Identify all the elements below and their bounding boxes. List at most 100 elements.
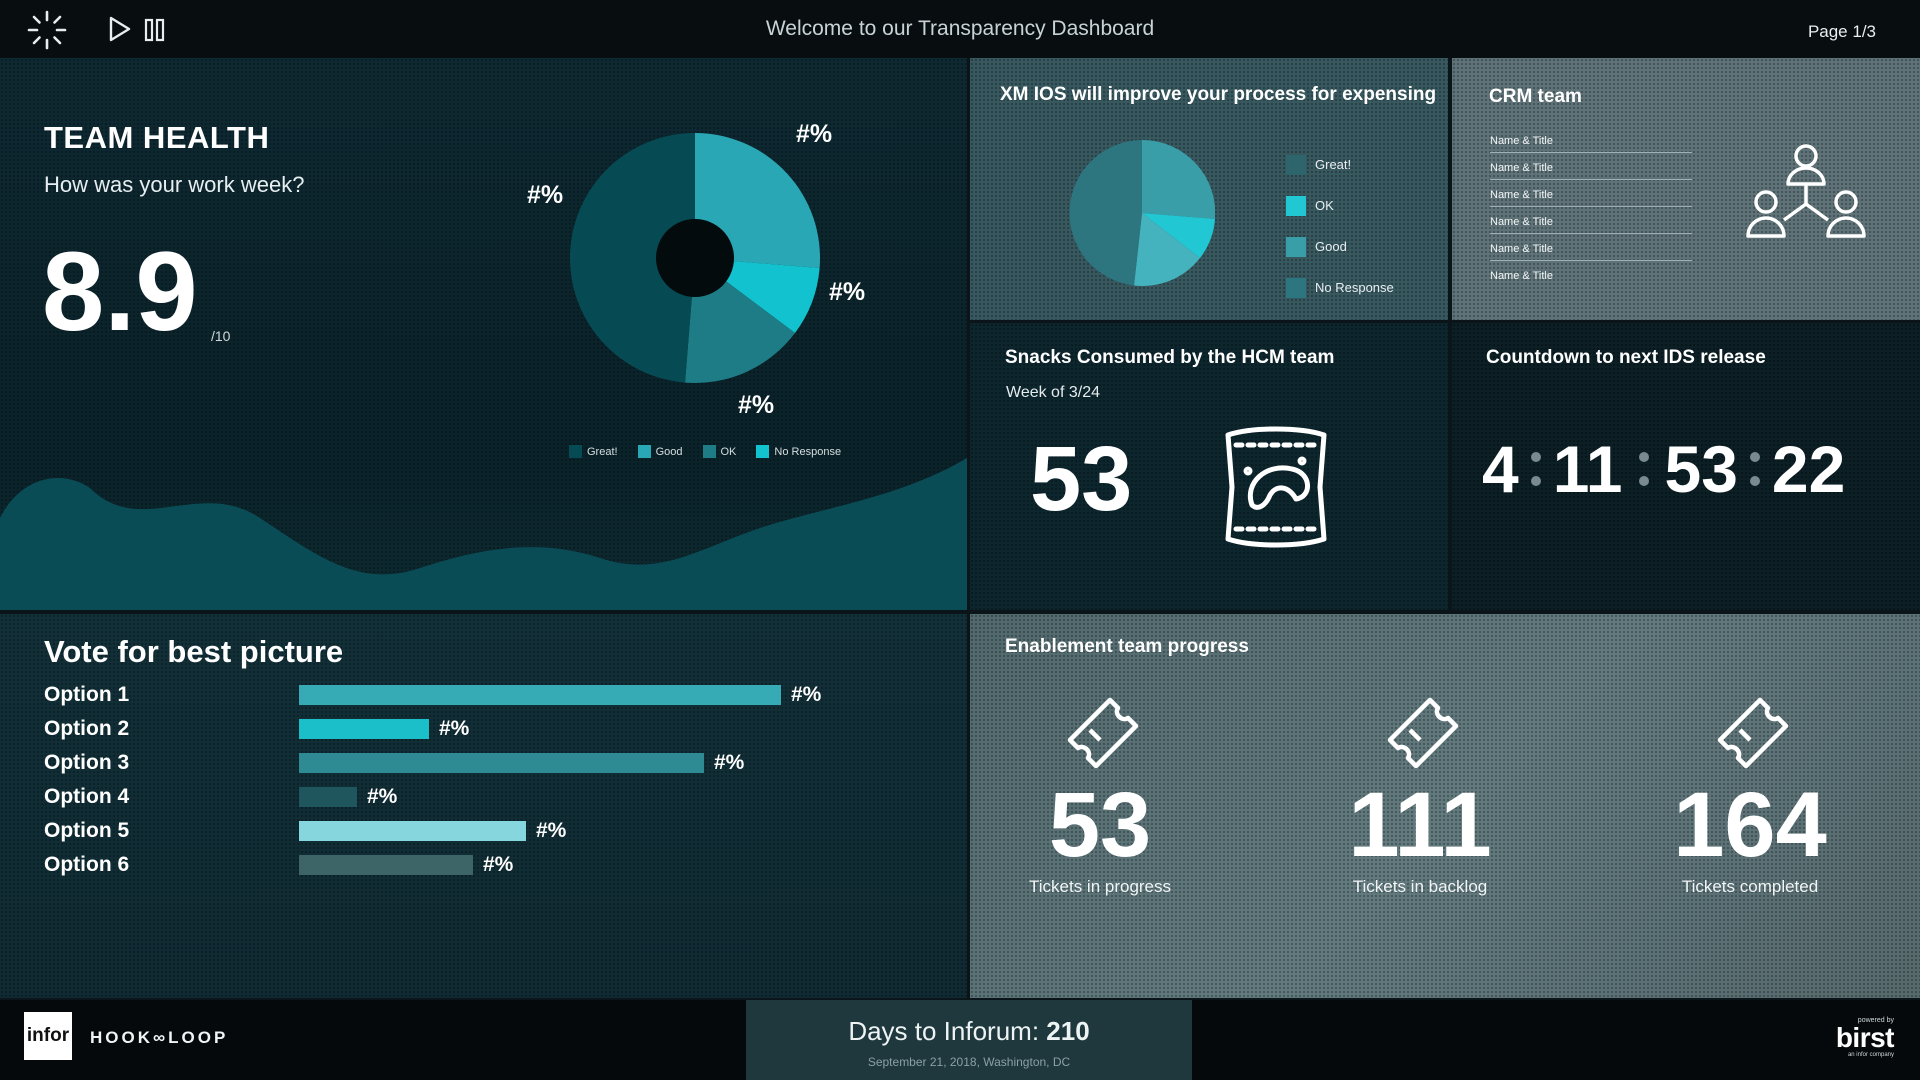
vote-panel: Vote for best picture Option 1 #% Option 2… (0, 614, 967, 998)
snacks-count: 53 (1030, 428, 1133, 530)
snacks-panel: Snacks Consumed by the HCM team Week of … (970, 323, 1448, 610)
legend-label: Great! (587, 445, 618, 458)
countdown-separator (1530, 452, 1541, 486)
stat-label: Tickets in backlog (1352, 877, 1488, 896)
legend-label: No Response (1315, 280, 1394, 295)
enablement-panel: Enablement team progress 53 Tickets in p… (970, 614, 1920, 998)
legend-swatch-no-response (756, 445, 770, 458)
team-health-title: TEAM HEALTH (44, 120, 270, 155)
org-chart-icon (1746, 144, 1866, 238)
crm-title: CRM team (1489, 86, 1582, 107)
vote-option-pct: #% (791, 683, 822, 706)
countdown-separator (1638, 452, 1649, 486)
stat-value: 111 (1348, 774, 1492, 876)
legend-label: Good (655, 445, 683, 458)
stat-value: 53 (1048, 774, 1152, 876)
legend-label: No Response (774, 445, 842, 458)
legend-swatch-great (569, 445, 582, 458)
pie-pct-label: #% (738, 391, 775, 419)
stat-tickets-in-progress: 53 Tickets in progress (970, 686, 1230, 897)
enablement-title: Enablement team progress (1005, 636, 1249, 657)
inforum-label: Days to Inforum: (848, 1016, 1040, 1046)
vote-option-label: Option 6 (44, 853, 130, 876)
vote-option-label: Option 4 (44, 785, 130, 808)
vote-option-pct: #% (536, 819, 567, 842)
dashboard-title: Welcome to our Transparency Dashboard (765, 17, 1155, 40)
vote-option-pct: #% (439, 717, 470, 740)
inforum-countdown: Days to Inforum: 210 September 21, 2018,… (746, 1000, 1192, 1080)
vote-option-bar (299, 719, 429, 739)
countdown-minutes: 53 (1664, 432, 1738, 506)
health-score: 8.9 (42, 229, 198, 354)
legend-swatch-no-response (1286, 277, 1306, 298)
countdown-hours: 11 (1552, 432, 1623, 506)
vote-option-pct: #% (714, 751, 745, 774)
birst-logo: powered by birst an infor company (1835, 1017, 1895, 1058)
list-item: Name & Title (1490, 207, 1692, 234)
team-health-legend: Great! Good OK No Response (569, 445, 841, 458)
countdown-title: Countdown to next IDS release (1486, 347, 1766, 368)
countdown-seconds: 22 (1771, 432, 1846, 506)
legend-swatch-ok (702, 445, 716, 458)
bottom-bar: infor HOOK∞LOOP Days to Inforum: 210 Sep… (0, 1000, 1920, 1080)
vote-option-label: Option 2 (44, 717, 130, 740)
pie-pct-label: #% (829, 278, 866, 306)
countdown-timer: 4 11 53 22 (1482, 431, 1845, 507)
vote-option-row[interactable]: Option 6 #% (44, 850, 513, 880)
list-item: Name & Title (1490, 270, 1553, 282)
legend-swatch-great (1286, 154, 1306, 175)
vote-option-row[interactable]: Option 1 #% (44, 680, 821, 710)
pause-icon[interactable] (144, 18, 166, 42)
list-item: Name & Title (1490, 126, 1692, 153)
legend-label: Great! (1315, 157, 1352, 172)
vote-option-label: Option 5 (44, 819, 130, 842)
vote-option-bar (299, 821, 526, 841)
birst-wordmark: birst (1835, 1022, 1895, 1053)
stat-label: Tickets in progress (1028, 877, 1172, 896)
vote-option-bar (299, 753, 704, 773)
pie-pct-label: #% (527, 181, 564, 209)
stat-label: Tickets completed (1681, 877, 1819, 896)
pie-slice-great (570, 133, 695, 383)
xm-legend: Great! OK Good No Response (1286, 144, 1394, 308)
ticket-icon (1387, 697, 1459, 769)
list-item: Name & Title (1490, 180, 1692, 207)
hook-and-loop-logo: HOOK∞LOOP (90, 1028, 229, 1047)
countdown-separator (1749, 452, 1760, 486)
vote-option-row[interactable]: Option 5 #% (44, 816, 566, 846)
countdown-panel: Countdown to next IDS release 4 11 53 22 (1452, 323, 1920, 610)
team-health-subtitle: How was your work week? (44, 172, 305, 197)
xm-pie (1069, 140, 1215, 286)
vote-option-pct: #% (367, 785, 398, 808)
vote-option-label: Option 3 (44, 751, 130, 774)
snacks-title: Snacks Consumed by the HCM team (1005, 347, 1335, 368)
crm-panel: CRM team Name & Title Name & Title Name … (1452, 58, 1920, 320)
stat-tickets-completed: 164 Tickets completed (1620, 686, 1880, 897)
vote-option-bar (299, 685, 781, 705)
team-health-panel: TEAM HEALTH How was your work week? 8.9 … (0, 58, 967, 610)
play-icon[interactable] (108, 16, 132, 42)
snacks-week: Week of 3/24 (1006, 384, 1100, 401)
list-item: Name & Title (1490, 234, 1692, 261)
legend-label: OK (720, 445, 737, 458)
top-bar: Welcome to our Transparency Dashboard Pa… (0, 0, 1920, 58)
legend-label: Good (1315, 239, 1347, 254)
legend-label: OK (1315, 198, 1334, 213)
xm-title: XM IOS will improve your process for exp… (1000, 84, 1437, 105)
vote-option-row[interactable]: Option 3 #% (44, 748, 744, 778)
snack-bag-icon (1225, 426, 1327, 548)
vote-option-row[interactable]: Option 2 #% (44, 714, 469, 744)
legend-swatch-ok (1286, 195, 1306, 216)
vote-option-bar (299, 787, 357, 807)
ticket-icon (1067, 697, 1139, 769)
health-out-of: /10 (211, 328, 231, 344)
vote-option-label: Option 1 (44, 683, 130, 706)
powered-by-text: powered by (1857, 1017, 1894, 1024)
inforum-days: 210 (1046, 1016, 1090, 1046)
crm-member-list: Name & Title Name & Title Name & Title N… (1490, 126, 1692, 288)
legend-swatch-good (1286, 236, 1306, 257)
team-health-pie (570, 133, 820, 383)
countdown-days: 4 (1482, 432, 1519, 506)
vote-option-row[interactable]: Option 4 #% (44, 782, 397, 812)
legend-swatch-good (637, 445, 651, 458)
